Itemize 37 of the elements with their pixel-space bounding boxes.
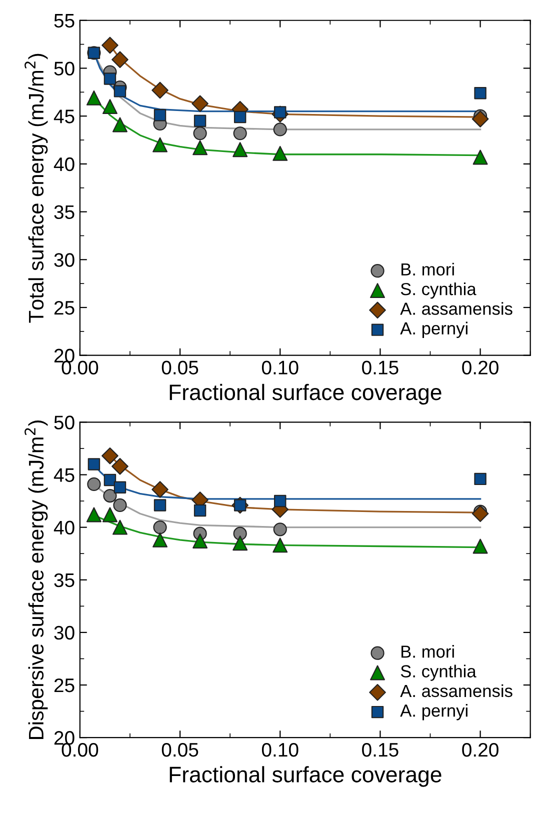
y-tick-label: 45 xyxy=(54,110,74,124)
y-tick-label: 30 xyxy=(54,626,74,640)
y-tick-label: 50 xyxy=(54,62,74,76)
x-tick-label: 0.05 xyxy=(162,360,198,374)
x-axis-title: Fractional surface coverage xyxy=(170,766,442,787)
x-tick-label: 0.15 xyxy=(362,360,398,374)
y-tick-label: 40 xyxy=(54,157,74,172)
legend-label: A. pernyi xyxy=(400,322,468,338)
x-tick-label: 0.10 xyxy=(262,360,298,374)
legend-label: B. mori xyxy=(402,645,454,658)
legend-label: S. cynthia xyxy=(400,664,476,681)
y-tick-label: 30 xyxy=(54,253,74,267)
y-tick-label: 45 xyxy=(54,468,74,482)
x-tick-label: 0.00 xyxy=(62,360,98,374)
y-tick-label: 25 xyxy=(54,678,74,692)
x-tick-label: 0.20 xyxy=(462,360,498,374)
y-tick-label: 35 xyxy=(54,205,74,220)
y-tick-label: 55 xyxy=(54,14,74,28)
y-tick-label: 40 xyxy=(54,520,74,535)
x-tick-label: 0.10 xyxy=(262,742,298,757)
y-tick-label: 25 xyxy=(54,300,74,315)
y-tick-label: 35 xyxy=(54,573,74,588)
legend-label: S. cynthia xyxy=(400,282,476,299)
x-tick-label: 0.00 xyxy=(62,742,98,757)
y-tick-label: 20 xyxy=(54,731,74,745)
x-tick-label: 0.20 xyxy=(462,742,498,757)
legend-label: A. pernyi xyxy=(400,704,468,720)
x-tick-label: 0.05 xyxy=(162,742,198,757)
x-tick-label: 0.15 xyxy=(362,742,398,757)
legend-label: A. assamensis xyxy=(400,684,512,698)
y-axis-title: Dispersive surface energy (mJ/m$^{2}$) xyxy=(24,420,48,739)
x-axis-title: Fractional surface coverage xyxy=(170,384,442,405)
y-tick-label: 20 xyxy=(54,348,74,363)
legend-label: B. mori xyxy=(402,262,454,276)
y-tick-label: 50 xyxy=(54,416,74,430)
legend-label: A. assamensis xyxy=(400,302,512,315)
y-axis-title: Total surface energy (mJ/m$^{2}$) xyxy=(24,54,48,323)
